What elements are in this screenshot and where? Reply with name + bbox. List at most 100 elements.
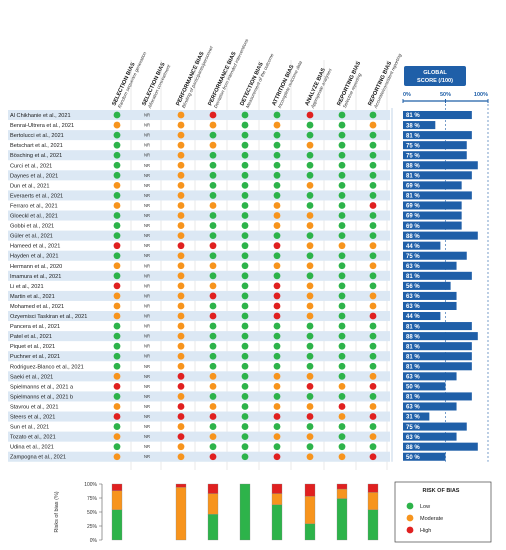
rating-dot [338, 413, 346, 420]
rating-dot [209, 121, 217, 129]
study-name: Saeki et al., 2021 [10, 374, 53, 380]
rating-dot [177, 322, 185, 330]
study-name: Hayden et al., 2021 [10, 254, 59, 260]
row-band [8, 270, 390, 281]
bar-segment [271, 483, 283, 494]
row-band [8, 331, 390, 342]
row-band [8, 371, 390, 382]
score-label: 75 % [406, 254, 420, 260]
score-label: 81 % [406, 344, 420, 350]
rating-dot [306, 242, 314, 250]
rating-dot [338, 141, 346, 149]
rating-dot [113, 212, 121, 219]
rating-nr: NR [144, 424, 150, 429]
rating-dot [241, 403, 249, 410]
rating-dot [113, 443, 121, 451]
rating-dot [209, 242, 217, 250]
study-name: Tozato et al., 2021 [10, 435, 56, 441]
rating-dot [273, 393, 281, 400]
score-bar [403, 151, 467, 160]
rating-dot [338, 342, 346, 350]
score-bar [403, 281, 451, 290]
rating-dot [273, 453, 281, 461]
rating-dot [369, 382, 377, 390]
rating-dot [209, 252, 217, 260]
rating-dot [209, 292, 217, 300]
rating-dot [273, 131, 281, 139]
score-label: 75 % [406, 153, 420, 159]
rating-dot [241, 362, 249, 370]
rating-dot [273, 262, 281, 270]
score-bar [403, 231, 478, 240]
rating-dot [273, 272, 281, 280]
column-header-bias: PERFORMANCE BIAS [175, 51, 205, 107]
rating-dot [369, 282, 377, 290]
score-bar [403, 452, 446, 461]
rating-dot [273, 252, 281, 260]
score-bar [403, 181, 462, 190]
rating-dot [177, 393, 185, 400]
score-label: 63 % [406, 375, 420, 381]
score-bar [403, 251, 467, 260]
rating-nr: NR [144, 324, 150, 329]
rating-dot [209, 332, 217, 340]
legend-swatch [406, 526, 414, 534]
bar-segment [336, 498, 348, 541]
rating-dot [369, 242, 377, 250]
rating-dot [338, 252, 346, 260]
rating-dot [241, 252, 249, 260]
rating-dot [209, 382, 217, 390]
study-name: Bertolucci et al., 2021 [10, 133, 64, 139]
rating-dot [113, 372, 121, 380]
rating-dot [113, 222, 121, 229]
score-label: 81 % [406, 113, 420, 119]
rating-dot [369, 202, 377, 209]
rating-dot [113, 171, 121, 179]
rating-dot [306, 382, 314, 390]
rating-dot [177, 352, 185, 360]
score-label: 63 % [406, 435, 420, 441]
rating-dot [241, 181, 249, 189]
row-band [8, 391, 390, 402]
score-bar [403, 171, 472, 180]
bar-segment [367, 509, 379, 541]
study-name: Mohamed et al., 2021 [10, 304, 64, 310]
rating-dot [369, 232, 377, 240]
rating-nr: NR [144, 334, 150, 339]
score-bar [403, 312, 441, 321]
rating-dot [241, 232, 249, 240]
study-name: Güler et al., 2021 [10, 234, 53, 240]
rating-dot [273, 161, 281, 169]
score-bar [403, 131, 472, 140]
rating-nr: NR [144, 414, 150, 419]
score-label: 88 % [406, 163, 420, 169]
rating-dot [209, 181, 217, 189]
rating-dot [113, 322, 121, 330]
rating-dot [306, 443, 314, 451]
rating-dot [306, 423, 314, 430]
rating-dot [338, 382, 346, 390]
score-bar [403, 211, 462, 220]
bar-segment [336, 488, 348, 499]
score-axis-tick: 50% [440, 92, 451, 98]
rating-nr: NR [144, 384, 150, 389]
study-name: Puchner et al., 2021 [10, 354, 60, 360]
rating-dot [273, 212, 281, 219]
rating-dot [113, 161, 121, 169]
rating-dot [241, 332, 249, 340]
rating-dot [177, 121, 185, 129]
rating-dot [338, 111, 346, 119]
score-bar [403, 322, 472, 331]
rating-dot [241, 302, 249, 310]
rating-dot [177, 433, 185, 441]
rating-dot [369, 272, 377, 280]
rating-dot [177, 141, 185, 149]
rating-dot [113, 192, 121, 199]
bar-ytick: 25% [87, 524, 98, 530]
rating-dot [306, 362, 314, 370]
rating-dot [306, 212, 314, 219]
rating-dot [241, 443, 249, 451]
rating-dot [113, 352, 121, 360]
score-label: 81 % [406, 274, 420, 280]
rating-dot [273, 151, 281, 159]
